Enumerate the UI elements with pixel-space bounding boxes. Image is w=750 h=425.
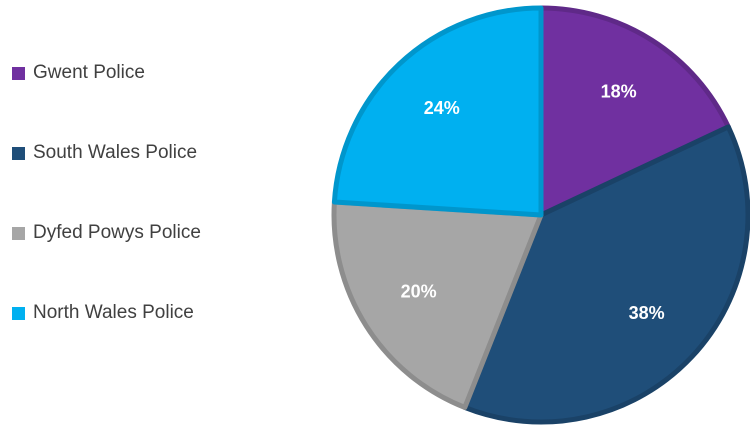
legend-label-gwent: Gwent Police — [33, 62, 145, 83]
legend-item-gwent: Gwent Police — [12, 60, 201, 86]
pie-label-south-wales: 38% — [629, 303, 665, 323]
legend-swatch-dyfed-powys — [12, 226, 25, 240]
pie-slice-dyfed-powys — [331, 199, 544, 410]
pie-label-north-wales: 24% — [424, 98, 460, 118]
legend-label-south-wales: South Wales Police — [33, 142, 198, 163]
legend-swatch-gwent — [12, 66, 25, 80]
pie-slice-south-wales — [462, 124, 750, 425]
chart-legend: Gwent Police South Wales Police Dyfed Po… — [12, 60, 201, 380]
legend-swatch-north-wales — [12, 306, 25, 320]
pie-label-dyfed-powys: 20% — [401, 281, 437, 301]
legend-item-north-wales: North Wales Police — [12, 300, 201, 326]
pie-slice-gwent — [538, 5, 731, 218]
legend-item-south-wales: South Wales Police — [12, 140, 201, 166]
legend-label-dyfed-powys: Dyfed Powys Police — [33, 222, 201, 243]
legend-label-north-wales: North Wales Police — [33, 302, 194, 323]
pie-label-gwent: 18% — [601, 81, 637, 101]
legend-item-dyfed-powys: Dyfed Powys Police — [12, 220, 201, 246]
pie-slice-north-wales — [331, 5, 544, 218]
legend-swatch-south-wales — [12, 146, 25, 160]
